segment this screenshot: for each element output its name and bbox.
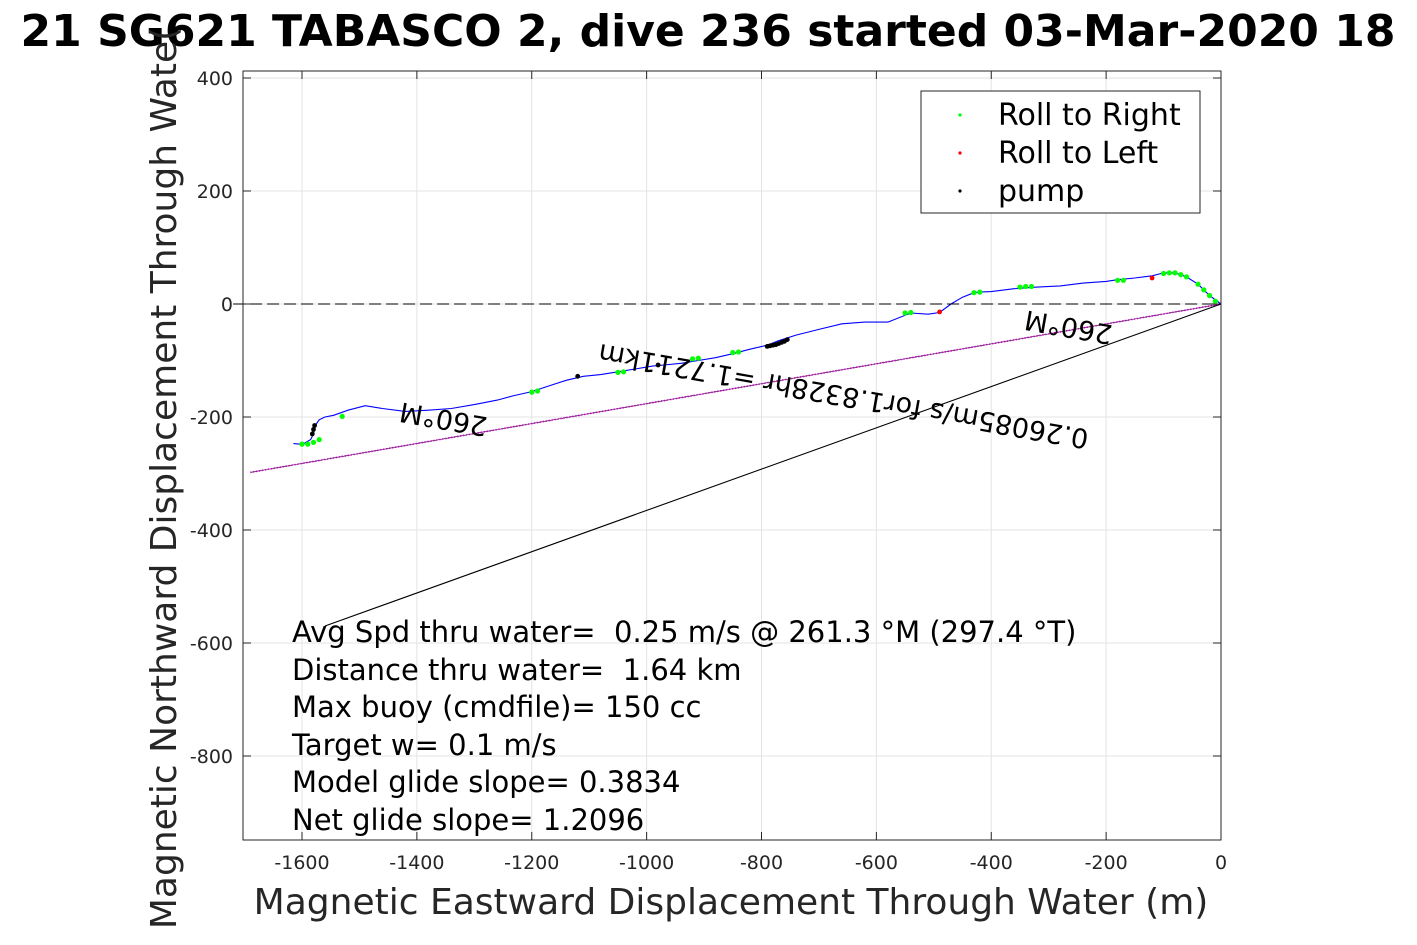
roll-right-marker — [299, 441, 305, 447]
roll-left-marker — [937, 309, 942, 315]
series-line-black-line — [324, 303, 1222, 627]
x-ticks: -1600 -1400 -1200 -1000 -800 -600 -400 -200 0 — [274, 71, 1227, 874]
stat-target-w: Target w= 0.1 m/s — [291, 728, 557, 762]
legend-roll-right-label: Roll to Right — [998, 98, 1181, 133]
roll-right-marker — [339, 413, 345, 419]
legend-pump-label: pump — [998, 174, 1084, 209]
roll-right-marker — [615, 369, 621, 375]
roll-right-marker — [1195, 281, 1201, 287]
roll-right-marker — [735, 349, 742, 355]
y-tick-label: -200 — [190, 407, 233, 429]
x-tick-label: -800 — [740, 852, 783, 874]
stat-avg-speed: Avg Spd thru water= 0.25 m/s @ 261.3 °M … — [292, 615, 1076, 649]
series-layer — [233, 272, 1222, 627]
roll-right-marker — [1120, 277, 1126, 283]
roll-right-marker — [1183, 274, 1190, 280]
stat-distance: Distance thru water= 1.64 km — [292, 653, 742, 687]
roll-right-marker — [690, 356, 696, 362]
chart-title: 21 SG621 TABASCO 2, dive 236 started 03-… — [21, 6, 1396, 57]
stat-net-glide: Net glide slope= 1.2096 — [292, 803, 644, 837]
roll-right-marker — [310, 439, 317, 445]
legend-roll-left-marker — [958, 151, 962, 155]
roll-right-marker — [1115, 277, 1121, 283]
x-tick-label: -1400 — [389, 852, 444, 874]
roll-right-marker — [1161, 270, 1167, 277]
y-ticks: 400 200 0 -200 -400 -600 -800 — [190, 68, 1221, 768]
stat-max-buoy: Max buoy (cmdfile)= 150 cc — [292, 690, 701, 724]
series-line-magenta-dotted — [250, 303, 1222, 474]
pump-marker — [309, 431, 315, 437]
roll-right-marker — [1172, 270, 1178, 276]
y-tick-label: -400 — [190, 520, 233, 542]
roll-right-marker — [1206, 292, 1213, 299]
x-tick-label: -200 — [1085, 852, 1128, 874]
stat-model-glide: Model glide slope= 0.3834 — [292, 765, 680, 799]
x-tick-label: -1000 — [619, 852, 674, 874]
roll-right-marker — [902, 310, 908, 316]
roll-right-marker — [971, 290, 977, 296]
roll-right-marker — [529, 389, 535, 395]
x-tick-label: -1200 — [504, 852, 559, 874]
roll-right-marker — [977, 289, 983, 295]
y-axis-label: Magnetic Northward Displacement Through … — [144, 27, 185, 929]
y-tick-label: 200 — [197, 181, 233, 203]
roll-right-marker — [1023, 283, 1029, 290]
y-tick-label: -600 — [190, 633, 233, 655]
axes-box — [242, 70, 1222, 841]
x-axis-label: Magnetic Eastward Displacement Through W… — [254, 882, 1209, 923]
roll-right-marker — [1166, 270, 1172, 276]
legend: Roll to Right Roll to Left pump — [920, 90, 1201, 214]
pump-marker — [311, 427, 316, 432]
roll-right-marker — [1212, 298, 1218, 304]
marker-layer — [299, 270, 1218, 447]
legend-pump-marker — [958, 189, 962, 193]
roll-right-marker — [305, 441, 311, 447]
roll-right-marker — [316, 437, 322, 443]
y-tick-label: -800 — [190, 746, 233, 768]
x-tick-label: -400 — [970, 852, 1013, 874]
roll-right-marker — [908, 309, 914, 316]
pump-marker — [312, 423, 317, 428]
roll-right-marker — [534, 388, 541, 394]
roll-right-marker — [730, 350, 736, 356]
series-line-overlay — [250, 303, 1222, 473]
y-tick-label: 0 — [221, 294, 233, 316]
pump-marker — [764, 344, 770, 349]
roll-right-marker — [1201, 287, 1207, 293]
legend-box — [920, 90, 1201, 214]
roll-right-marker — [1178, 272, 1184, 278]
roll-right-marker — [1017, 284, 1023, 290]
stats-block: Avg Spd thru water= 0.25 m/s @ 261.3 °M … — [291, 615, 1076, 837]
roll-left-marker — [1149, 275, 1155, 281]
pump-marker — [575, 373, 581, 379]
roll-right-marker — [1028, 283, 1035, 290]
x-tick-label: 0 — [1215, 852, 1227, 874]
roll-right-marker — [695, 355, 701, 361]
x-tick-label: -600 — [855, 852, 898, 874]
y-tick-label: 400 — [197, 68, 233, 90]
legend-roll-right-marker — [958, 113, 962, 117]
series-line-track — [293, 272, 1222, 445]
x-tick-label: -1600 — [274, 852, 329, 874]
pump-marker — [655, 362, 661, 368]
roll-right-marker — [621, 369, 627, 375]
legend-roll-left-label: Roll to Left — [998, 136, 1158, 171]
